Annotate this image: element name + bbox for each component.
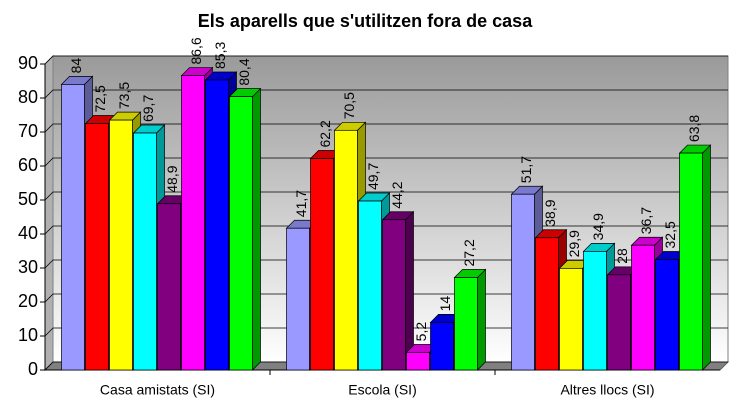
bar <box>381 210 415 371</box>
y-tick-label: 80 <box>18 87 38 107</box>
y-tick-label: 50 <box>18 189 38 209</box>
bar-front <box>157 203 181 371</box>
bar-front <box>181 75 205 371</box>
bar-front <box>406 351 430 371</box>
bar <box>228 87 262 371</box>
value-label: 34,9 <box>590 213 606 240</box>
grid-line <box>44 327 728 337</box>
value-label: 80,4 <box>236 58 252 85</box>
bar-side <box>702 144 711 371</box>
bar-front <box>382 219 406 371</box>
grid-line <box>44 225 728 235</box>
bar-front <box>85 123 109 371</box>
value-label: 62,2 <box>317 120 333 147</box>
value-label: 44,2 <box>389 181 405 208</box>
x-tick-label: Escola (SI) <box>348 382 416 398</box>
bar-front <box>286 227 310 371</box>
value-label: 5,2 <box>413 322 429 342</box>
value-label: 28 <box>614 248 630 264</box>
bar-side <box>477 268 486 371</box>
grid-line <box>44 259 728 269</box>
side-wall <box>44 54 54 372</box>
bar-front <box>61 84 85 371</box>
y-tick-label: 30 <box>18 257 38 277</box>
grid-line <box>44 191 728 201</box>
y-tick-label: 60 <box>18 155 38 175</box>
bar <box>678 144 712 371</box>
value-label: 32,5 <box>662 221 678 248</box>
value-label: 29,9 <box>566 230 582 257</box>
y-tick-label: 0 <box>28 359 38 379</box>
value-label: 51,7 <box>518 156 534 183</box>
value-label: 14 <box>437 296 453 312</box>
bar-front <box>631 244 655 371</box>
bar <box>453 268 487 371</box>
x-tick-label: Altres llocs (SI) <box>560 382 654 398</box>
bar-front <box>454 277 478 371</box>
bar-front <box>358 200 382 371</box>
value-label: 69,7 <box>140 95 156 122</box>
bar-front <box>511 193 535 371</box>
grid-line <box>44 157 728 167</box>
y-tick-label: 40 <box>18 223 38 243</box>
value-label: 73,5 <box>116 82 132 109</box>
value-label: 38,9 <box>542 199 558 226</box>
bar-front <box>679 152 703 371</box>
bar-front <box>205 79 229 371</box>
value-label: 85,3 <box>212 42 228 69</box>
bar-front <box>535 237 559 371</box>
y-tick-label: 70 <box>18 121 38 141</box>
bar-front <box>133 132 157 371</box>
y-tick-label: 10 <box>18 325 38 345</box>
grid-line <box>44 361 728 371</box>
value-label: 84 <box>68 58 84 74</box>
bar-front <box>310 158 334 371</box>
bar-front <box>229 96 253 371</box>
chart-title: Els aparells que s'utilitzen fora de cas… <box>198 11 533 31</box>
value-label: 41,7 <box>293 190 309 217</box>
bar-front <box>559 267 583 371</box>
value-label: 72,5 <box>92 85 108 112</box>
x-tick-label: Casa amistats (SI) <box>100 382 215 398</box>
value-label: 49,7 <box>365 163 381 190</box>
bar-front <box>334 129 358 371</box>
grid-line <box>44 293 728 303</box>
value-label: 48,9 <box>164 165 180 192</box>
value-label: 36,7 <box>638 207 654 234</box>
bar-front <box>607 274 631 371</box>
y-tick-label: 90 <box>18 53 38 73</box>
grid-line <box>44 89 728 99</box>
bar-front <box>583 250 607 371</box>
y-tick-label: 20 <box>18 291 38 311</box>
bar-front <box>109 119 133 371</box>
bar-side <box>252 87 261 371</box>
value-label: 86,6 <box>188 37 204 64</box>
grid-line <box>44 123 728 133</box>
grid-line <box>44 55 728 65</box>
bar-front <box>430 322 454 371</box>
value-label: 27,2 <box>461 239 477 266</box>
bar-front <box>655 259 679 371</box>
value-label: 63,8 <box>686 115 702 142</box>
value-label: 70,5 <box>341 92 357 119</box>
